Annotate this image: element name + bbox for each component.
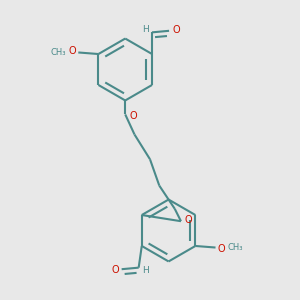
Text: H: H: [142, 266, 149, 274]
Text: CH₃: CH₃: [50, 48, 66, 57]
Text: O: O: [69, 46, 76, 56]
Text: CH₃: CH₃: [228, 243, 243, 252]
Text: O: O: [129, 111, 137, 121]
Text: O: O: [185, 215, 193, 225]
Text: O: O: [111, 266, 118, 275]
Text: O: O: [217, 244, 225, 254]
Text: O: O: [172, 25, 180, 34]
Text: H: H: [142, 26, 148, 34]
